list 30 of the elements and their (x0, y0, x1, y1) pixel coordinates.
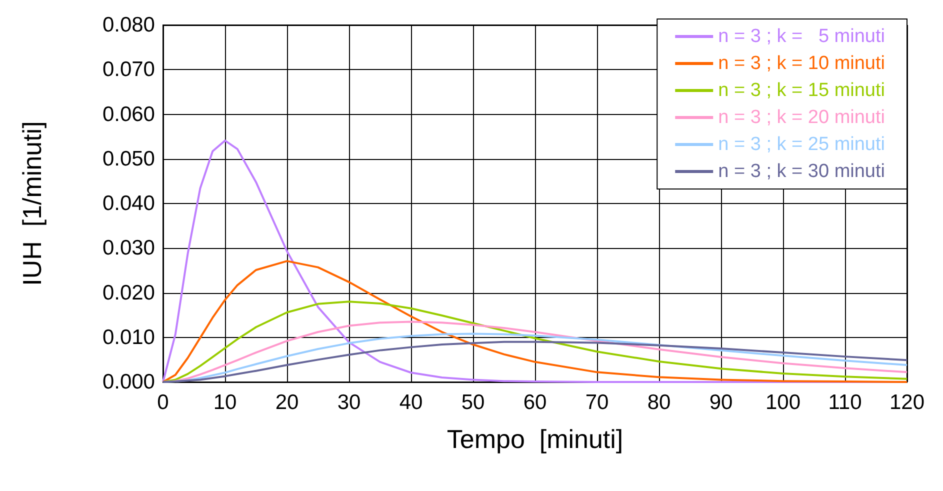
legend-label: n = 3 ; k = 15 minuti (718, 80, 886, 101)
y-tick-label: 0.040 (102, 192, 155, 215)
y-tick-label: 0.000 (102, 370, 155, 394)
x-tick-label: 10 (213, 391, 237, 414)
y-tick-label: 0.060 (102, 102, 155, 126)
x-tick-label: 120 (889, 391, 925, 414)
x-axis-title: Tempo [minuti] (446, 424, 624, 454)
x-tick-label: 80 (647, 391, 671, 414)
y-tick-label: 0.010 (102, 326, 155, 349)
legend-label: n = 3 ; k = 25 minuti (718, 134, 886, 155)
y-tick-label: 0.070 (102, 58, 155, 82)
x-tick-label: 70 (585, 391, 609, 414)
x-tick-label: 90 (709, 391, 733, 414)
x-tick-label: 60 (523, 391, 547, 414)
x-tick-label: 100 (765, 391, 801, 414)
x-tick-label: 40 (399, 391, 423, 414)
legend-label: n = 3 ; k = 30 minuti (718, 161, 886, 182)
legend-label: n = 3 ; k = 5 minuti (718, 26, 886, 47)
x-tick-label: 20 (275, 391, 299, 414)
x-tick-label: 30 (337, 391, 361, 414)
x-tick-label: 0 (157, 391, 169, 414)
y-axis-title: IUH [1/minuti] (17, 121, 47, 286)
y-tick-label: 0.030 (102, 236, 155, 260)
x-tick-label: 110 (828, 391, 862, 414)
y-tick-label: 0.050 (102, 147, 155, 170)
x-tick-label: 50 (461, 391, 485, 414)
legend-label: n = 3 ; k = 20 minuti (718, 107, 886, 128)
y-tick-label: 0.020 (102, 281, 155, 304)
legend-label: n = 3 ; k = 10 minuti (718, 53, 886, 74)
y-tick-label: 0.080 (102, 14, 155, 36)
